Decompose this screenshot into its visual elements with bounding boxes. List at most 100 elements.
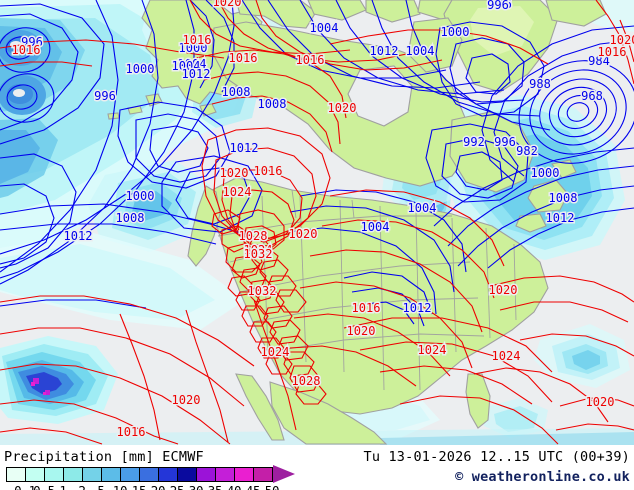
isobar-label: 1020 — [172, 393, 201, 407]
isobar-label: 1012 — [370, 44, 399, 58]
isobar-label: 1028 — [292, 374, 321, 388]
isobar-label-group-low: 996 996 996 996 1000 1000 1000 1000 1008 1008 1012… — [20, 0, 612, 317]
isobar-label: 1020 — [489, 283, 518, 297]
isobar-label-halo: 1012 — [64, 229, 93, 243]
isobar-label: 1020 — [213, 0, 242, 9]
isobar-label: 1020 — [347, 324, 376, 338]
forecast-timestamp: Tu 13-01-2026 12..15 UTC (00+39) — [363, 449, 630, 465]
landmass-layer — [107, 0, 607, 445]
isobar-label: 1000 — [179, 41, 208, 55]
isobar-label: 996 — [490, 0, 512, 11]
isobar-label-halo: 1012 — [370, 44, 399, 58]
isobar-label: 1000 — [531, 166, 560, 180]
copyright-notice: © weatheronline.co.uk — [455, 469, 630, 485]
isobar-label: 1016 — [183, 33, 212, 47]
colorbar-tick: 15 — [132, 483, 147, 490]
colorbar-swatch — [216, 468, 235, 481]
isobar-label: 1012 — [182, 67, 211, 81]
isobar-label: 1012 — [403, 301, 432, 315]
isobar-label: 996 — [94, 89, 116, 103]
isobar-label: 996 — [21, 35, 43, 49]
colorbar-swatch — [254, 468, 273, 481]
isobar-label-halo: 1000 — [441, 25, 470, 39]
isobar-label-halo: 1016 — [598, 45, 627, 59]
colorbar-tick: 2 — [78, 483, 86, 490]
isobar-label-halo: 1020 — [172, 393, 201, 407]
isobar-label-halo: 1016 — [254, 164, 283, 178]
isobar-label-halo: 1028 — [292, 374, 321, 388]
isobar-label-halo: 1000 — [126, 62, 155, 76]
isobar-label-halo: 1020 — [586, 395, 615, 409]
colorbar-swatch — [102, 468, 121, 481]
colorbar-tick: 10 — [113, 483, 128, 490]
isobar-label-halo: 1016 — [352, 301, 381, 315]
colorbar-swatch — [235, 468, 254, 481]
isobar-label-halo: 1004 — [178, 57, 207, 71]
isobar-label-halo: 996 — [487, 0, 509, 12]
colorbar-swatch — [159, 468, 178, 481]
colorbar-tick: 0.5 — [33, 483, 55, 490]
isobar-label: 1000 — [126, 189, 155, 203]
colorbar-swatch — [121, 468, 140, 481]
isobar-label: 1024 — [418, 343, 447, 357]
isobar-label-halo: 1000 — [179, 41, 208, 55]
isobar-label-halo: 1004 — [406, 44, 435, 58]
isobar-label-halo: 1020 — [213, 0, 242, 9]
isobar-label-halo: 1032 — [248, 284, 277, 298]
isobar-label-halo: 988 — [529, 77, 551, 91]
isobar-label: 1016 — [598, 45, 627, 59]
isobar-label: 1024 — [492, 349, 521, 363]
isobar-label-halo: 1008 — [116, 211, 145, 225]
isobar-label-halo: 1008 — [258, 97, 287, 111]
isobar-label-halo: 1012 — [182, 67, 211, 81]
isobar-label-halo: 1024 — [492, 349, 521, 363]
colorbar-tick: 45 — [246, 483, 261, 490]
isobar-label-halo: 996 — [494, 135, 516, 149]
colorbar-tick: 50 — [265, 483, 280, 490]
isobar-label: 1020 — [586, 395, 615, 409]
isobar-label: 992 — [463, 135, 485, 149]
isobar-label: 1004 — [310, 21, 339, 35]
isobar-label-halo: 996 — [94, 89, 116, 103]
isobar-label-halo: 996 — [21, 35, 43, 49]
isobar-label: 1024 — [223, 185, 252, 199]
isobar-label-halo: 1024 — [244, 243, 273, 257]
isobar-label-halo: 1016 — [296, 53, 325, 67]
colorbar-swatch — [83, 468, 102, 481]
isobar-label: 1032 — [248, 284, 277, 298]
isobar-label: 1004 — [172, 59, 201, 73]
isobar-label-halo: 968 — [581, 89, 603, 103]
isobar-label-halo: 1016 — [117, 425, 146, 439]
isobar-label-halo: 1000 — [531, 166, 560, 180]
precipitation-map[interactable]: 996 996 996 996 1000 1000 1000 1000 1008 1008 1012… — [0, 0, 634, 445]
isobar-label-halo: 1024 — [418, 343, 447, 357]
colorbar-tick: 35 — [208, 483, 223, 490]
colorbar-tick: 30 — [189, 483, 204, 490]
isobar-label: 1008 — [116, 211, 145, 225]
colorbar-swatch — [64, 468, 83, 481]
map-footer: Precipitation [mm] ECMWF Tu 13-01-2026 1… — [0, 445, 634, 490]
isobar-label-halo: 1016 — [12, 43, 41, 57]
colorbar-tick: 25 — [170, 483, 185, 490]
isobars-low — [0, 0, 634, 327]
isobar-label-halo: 1020 — [347, 324, 376, 338]
isobar-label: 1004 — [408, 201, 437, 215]
isobar-label-halo: 982 — [516, 144, 538, 158]
isobar-label-halo: 1024 — [223, 185, 252, 199]
isobar-label-halo: 1016 — [183, 33, 212, 47]
isobar-label: 988 — [529, 77, 551, 91]
isobar-label-halo: 1008 — [549, 191, 578, 205]
colorbar-swatch — [140, 468, 159, 481]
isobar-label: 1024 — [244, 243, 273, 257]
isobar-label: 1032 — [244, 247, 273, 261]
colorbar-swatch — [7, 468, 26, 481]
isobar-label: 984 — [588, 54, 610, 68]
isobar-label: 1016 — [12, 43, 41, 57]
isobar-label: 1012 — [64, 229, 93, 243]
isobar-label-halo: 992 — [463, 135, 485, 149]
isobar-label: 1004 — [361, 220, 390, 234]
colorbar-swatch — [26, 468, 45, 481]
isobar-label-halo: 1004 — [408, 201, 437, 215]
